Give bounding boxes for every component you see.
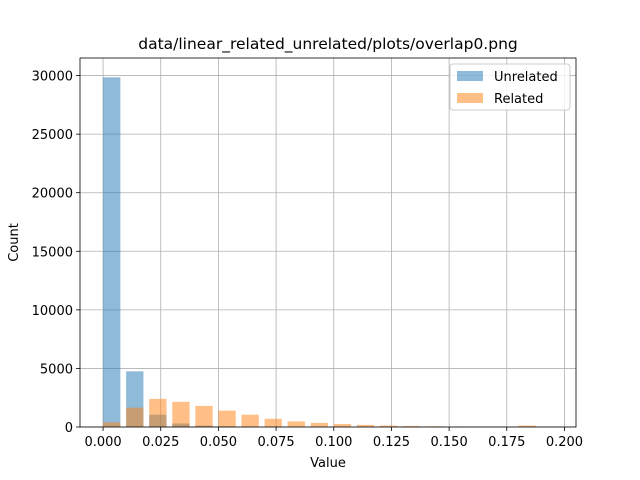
bar-related [172, 401, 190, 427]
x-tick-label: 0.200 [546, 435, 583, 450]
bar-related [264, 418, 282, 427]
legend-swatch-related [457, 93, 483, 103]
bar-related [241, 414, 259, 427]
x-tick-label: 0.000 [84, 435, 121, 450]
bar-related [103, 422, 121, 427]
legend-items: Unrelated Related [457, 70, 558, 107]
x-axis-label: Value [310, 456, 346, 471]
y-axis-label: Count [7, 223, 22, 262]
bar-related [356, 424, 375, 427]
bar-related [379, 425, 398, 427]
bar-related [149, 398, 167, 427]
y-tick-label: 30000 [32, 70, 73, 85]
bar-related [287, 421, 305, 427]
y-tick-label: 15000 [32, 245, 73, 260]
legend-label-unrelated: Unrelated [494, 70, 558, 85]
bar-related [126, 407, 144, 427]
x-tick-label: 0.100 [315, 435, 352, 450]
x-tick-label: 0.150 [431, 435, 468, 450]
y-tick-label: 20000 [32, 187, 73, 202]
bar-related [195, 405, 213, 427]
bar-related [333, 424, 352, 427]
bar-related [310, 422, 328, 427]
x-tick-label: 0.075 [257, 435, 294, 450]
legend-label-related: Related [494, 92, 543, 107]
axis-ticks: 0.000 0.025 0.050 0.075 0.100 0.125 0.150 0.175… [32, 70, 583, 450]
x-tick-label: 0.125 [373, 435, 410, 450]
histogram-bars [103, 77, 559, 427]
bar-related [402, 426, 421, 427]
legend-swatch-unrelated [457, 71, 483, 81]
x-tick-label: 0.175 [488, 435, 525, 450]
bar-related [518, 425, 536, 427]
y-tick-label: 25000 [32, 128, 73, 143]
x-tick-label: 0.050 [200, 435, 237, 450]
bar-related [218, 410, 236, 427]
bar-unrelated [103, 77, 121, 427]
y-tick-label: 10000 [32, 304, 73, 319]
x-tick-label: 0.025 [142, 435, 179, 450]
chart-title: data/linear_related_unrelated/plots/over… [138, 35, 518, 54]
y-tick-label: 0 [65, 421, 73, 436]
y-tick-label: 5000 [40, 362, 73, 377]
plot-frame [79, 57, 577, 428]
legend: Unrelated Related [449, 63, 571, 111]
